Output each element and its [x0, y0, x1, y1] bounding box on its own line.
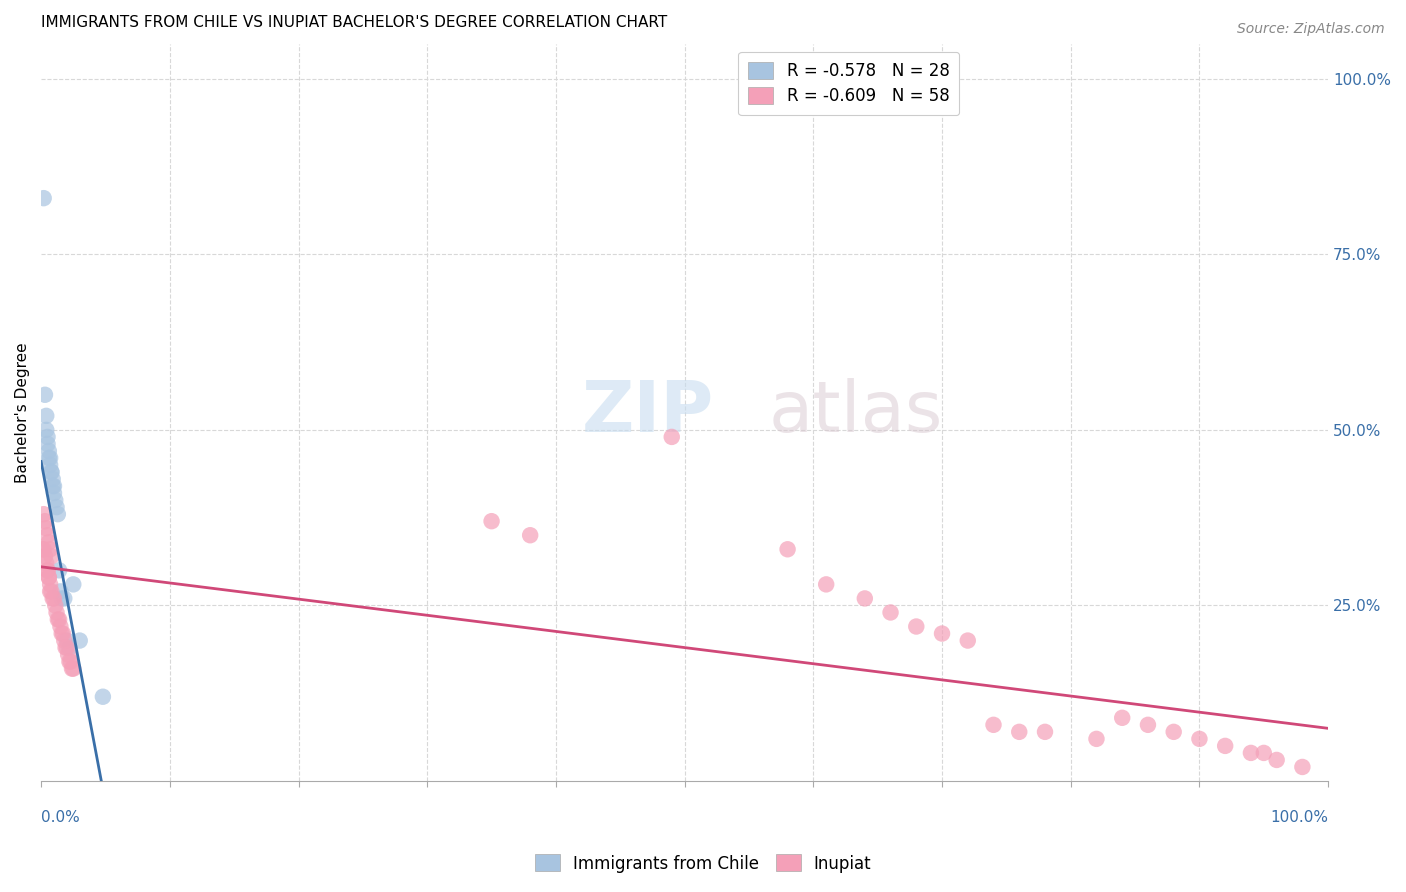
Point — [52, 626, 75, 640]
Point — [1085, 731, 1108, 746]
Point — [39, 542, 62, 557]
Point — [1111, 711, 1133, 725]
Point — [56, 640, 79, 655]
Point — [41, 591, 63, 606]
Point — [45, 606, 67, 620]
Point — [44, 493, 66, 508]
Point — [1291, 760, 1313, 774]
Point — [42, 591, 65, 606]
Point — [879, 606, 901, 620]
Text: Source: ZipAtlas.com: Source: ZipAtlas.com — [1237, 22, 1385, 37]
Point — [58, 640, 80, 655]
Point — [38, 535, 60, 549]
Point — [56, 633, 79, 648]
Point — [45, 500, 67, 515]
Point — [39, 584, 62, 599]
Point — [55, 640, 77, 655]
Point — [44, 599, 66, 613]
Point — [37, 430, 59, 444]
Point — [35, 557, 58, 571]
Point — [39, 577, 62, 591]
Point — [49, 584, 72, 599]
Point — [53, 633, 76, 648]
Point — [41, 472, 63, 486]
Point — [37, 563, 59, 577]
Point — [32, 542, 55, 557]
Point — [1188, 731, 1211, 746]
Point — [31, 542, 53, 557]
Point — [905, 619, 928, 633]
Point — [1008, 724, 1031, 739]
Point — [48, 612, 70, 626]
Point — [60, 662, 83, 676]
Point — [39, 458, 62, 472]
Point — [32, 191, 55, 205]
Point — [41, 465, 63, 479]
Point — [41, 549, 63, 564]
Point — [62, 662, 84, 676]
Point — [46, 507, 69, 521]
Point — [91, 690, 114, 704]
Point — [35, 423, 58, 437]
Point — [51, 626, 73, 640]
Point — [1213, 739, 1236, 753]
Point — [37, 563, 59, 577]
Point — [69, 633, 91, 648]
Point — [815, 577, 838, 591]
Point — [34, 514, 56, 528]
Point — [1265, 753, 1288, 767]
Point — [38, 570, 60, 584]
Point — [481, 514, 503, 528]
Point — [35, 521, 58, 535]
Point — [38, 570, 60, 584]
Point — [32, 507, 55, 521]
Point — [56, 648, 79, 662]
Point — [1163, 724, 1185, 739]
Point — [41, 465, 63, 479]
Point — [1136, 718, 1159, 732]
Legend: Immigrants from Chile, Inupiat: Immigrants from Chile, Inupiat — [527, 847, 879, 880]
Point — [38, 450, 60, 465]
Point — [1033, 724, 1056, 739]
Point — [661, 430, 683, 444]
Point — [37, 437, 59, 451]
Text: IMMIGRANTS FROM CHILE VS INUPIAT BACHELOR'S DEGREE CORRELATION CHART: IMMIGRANTS FROM CHILE VS INUPIAT BACHELO… — [41, 15, 668, 30]
Point — [62, 577, 84, 591]
Point — [59, 655, 82, 669]
Text: 0.0%: 0.0% — [41, 811, 80, 825]
Point — [34, 549, 56, 564]
Point — [34, 388, 56, 402]
Text: ZIP: ZIP — [582, 378, 714, 447]
Point — [41, 479, 63, 493]
Point — [48, 563, 70, 577]
Point — [519, 528, 541, 542]
Point — [853, 591, 876, 606]
Point — [983, 718, 1005, 732]
Point — [1253, 746, 1275, 760]
Legend: R = -0.578   N = 28, R = -0.609   N = 58: R = -0.578 N = 28, R = -0.609 N = 58 — [738, 52, 959, 115]
Point — [38, 444, 60, 458]
Point — [35, 409, 58, 423]
Point — [42, 486, 65, 500]
Point — [39, 450, 62, 465]
Point — [956, 633, 979, 648]
Text: atlas: atlas — [768, 378, 942, 447]
Point — [42, 479, 65, 493]
Y-axis label: Bachelor's Degree: Bachelor's Degree — [15, 342, 30, 483]
Point — [1240, 746, 1263, 760]
Point — [41, 584, 63, 599]
Text: 100.0%: 100.0% — [1270, 811, 1329, 825]
Point — [776, 542, 799, 557]
Point — [46, 612, 69, 626]
Point — [37, 528, 59, 542]
Point — [49, 619, 72, 633]
Point — [53, 591, 76, 606]
Point — [51, 591, 73, 606]
Point — [58, 655, 80, 669]
Point — [931, 626, 953, 640]
